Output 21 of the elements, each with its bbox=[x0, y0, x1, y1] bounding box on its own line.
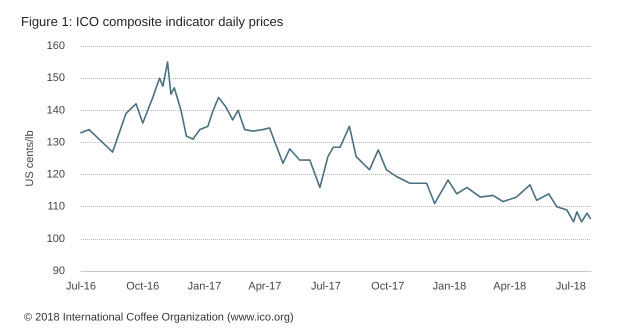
x-tick-label: Apr-17 bbox=[248, 280, 282, 292]
y-tick-label: 120 bbox=[46, 168, 65, 181]
y-tick-label: 140 bbox=[46, 104, 65, 116]
chart-title: Figure 1: ICO composite indicator daily prices bbox=[21, 14, 284, 29]
x-tick-label: Jul-17 bbox=[310, 280, 341, 292]
y-tick-label: 90 bbox=[52, 265, 65, 277]
y-tick-label: 160 bbox=[46, 40, 65, 52]
y-tick-label: 150 bbox=[46, 72, 65, 84]
x-tick-label: Jan-17 bbox=[188, 280, 222, 292]
x-tick-label: Oct-17 bbox=[371, 280, 404, 292]
y-axis-title: US cents/lb bbox=[24, 130, 36, 187]
y-tick-label: 100 bbox=[46, 232, 65, 245]
x-tick-label: Jan-18 bbox=[432, 280, 466, 292]
x-tick-label: Jul-18 bbox=[556, 280, 586, 292]
y-tick-label: 110 bbox=[47, 200, 65, 213]
text: © 2018 International Coffee Organization (www.ico.org) bbox=[24, 312, 294, 324]
x-tick-label: Jul-16 bbox=[66, 280, 96, 292]
line-series bbox=[80, 61, 592, 223]
y-tick-label: 130 bbox=[46, 136, 65, 148]
x-tick-label: Apr-18 bbox=[493, 280, 526, 292]
x-tick-label: Oct-16 bbox=[126, 280, 160, 292]
